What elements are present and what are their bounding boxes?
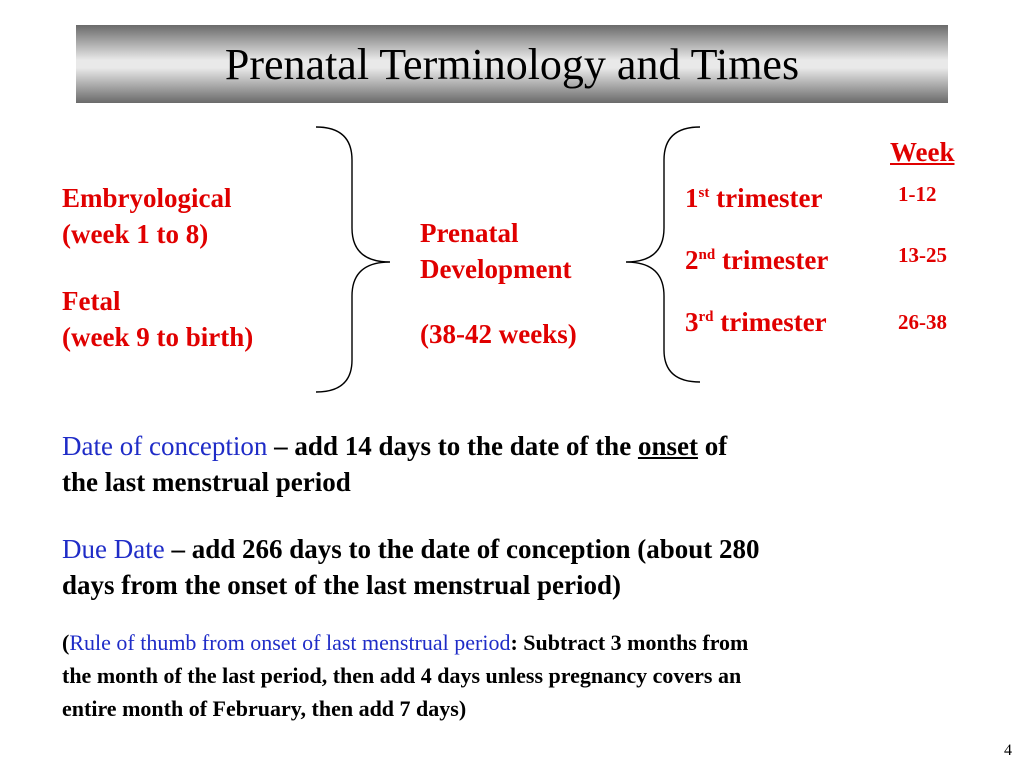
trimester-1: 1st trimester (685, 180, 823, 216)
embryological-label: Embryological (62, 183, 232, 213)
trimester-3: 3rd trimester (685, 304, 827, 340)
stage-fetal: Fetal (week 9 to birth) (62, 283, 253, 355)
embryological-range: (week 1 to 8) (62, 219, 209, 249)
trimester-num: 3 (685, 307, 699, 337)
conception-text-b: of (697, 431, 728, 461)
rule-line2: the month of the last period, then add 4… (62, 663, 742, 688)
week-header: Week (890, 137, 955, 167)
trimester-num: 1 (685, 183, 699, 213)
rule-line1: : Subtract 3 months from (510, 630, 749, 655)
conception-term: Date of conception (62, 431, 268, 461)
trimester-label: trimester (716, 183, 823, 213)
center-line1: Prenatal (420, 218, 519, 248)
trimester-suffix: st (698, 185, 710, 201)
title-bar: Prenatal Terminology and Times (76, 25, 948, 103)
conception-paragraph: Date of conception – add 14 days to the … (62, 428, 727, 500)
conception-text-a: – add 14 days to the date of the (267, 431, 638, 461)
trimester-num: 2 (685, 245, 699, 275)
fetal-label: Fetal (62, 286, 121, 316)
due-date-line2: days from the onset of the last menstrua… (62, 570, 621, 600)
right-brace (625, 126, 701, 383)
trimester-2: 2nd trimester (685, 242, 828, 278)
rule-line3: entire month of February, then add 7 day… (62, 696, 467, 721)
stage-embryological: Embryological (week 1 to 8) (62, 180, 232, 252)
due-date-line1: – add 266 days to the date of conception… (164, 534, 760, 564)
trimester-suffix: nd (698, 247, 716, 263)
fetal-range: (week 9 to birth) (62, 322, 254, 352)
due-date-term: Due Date (62, 534, 165, 564)
left-brace (315, 126, 391, 393)
trimester-3-weeks: 26-38 (898, 310, 947, 334)
prenatal-development: Prenatal Development (420, 215, 571, 287)
conception-onset: onset (637, 431, 698, 461)
rule-paragraph: (Rule of thumb from onset of last menstr… (62, 626, 1002, 725)
trimester-1-weeks: 1-12 (898, 182, 937, 206)
page-number: 4 (1004, 742, 1012, 759)
conception-line2: the last menstrual period (62, 467, 351, 497)
trimester-suffix: rd (698, 309, 714, 325)
center-line2: Development (420, 254, 572, 284)
center-duration: (38-42 weeks) (420, 319, 577, 349)
due-date-paragraph: Due Date – add 266 days to the date of c… (62, 531, 759, 603)
rule-term: Rule of thumb from onset of last menstru… (69, 630, 511, 655)
trimester-label: trimester (720, 307, 827, 337)
page-title: Prenatal Terminology and Times (224, 39, 800, 89)
trimester-label: trimester (721, 245, 829, 275)
rule-open: ( (62, 630, 70, 655)
trimester-2-weeks: 13-25 (898, 243, 947, 267)
